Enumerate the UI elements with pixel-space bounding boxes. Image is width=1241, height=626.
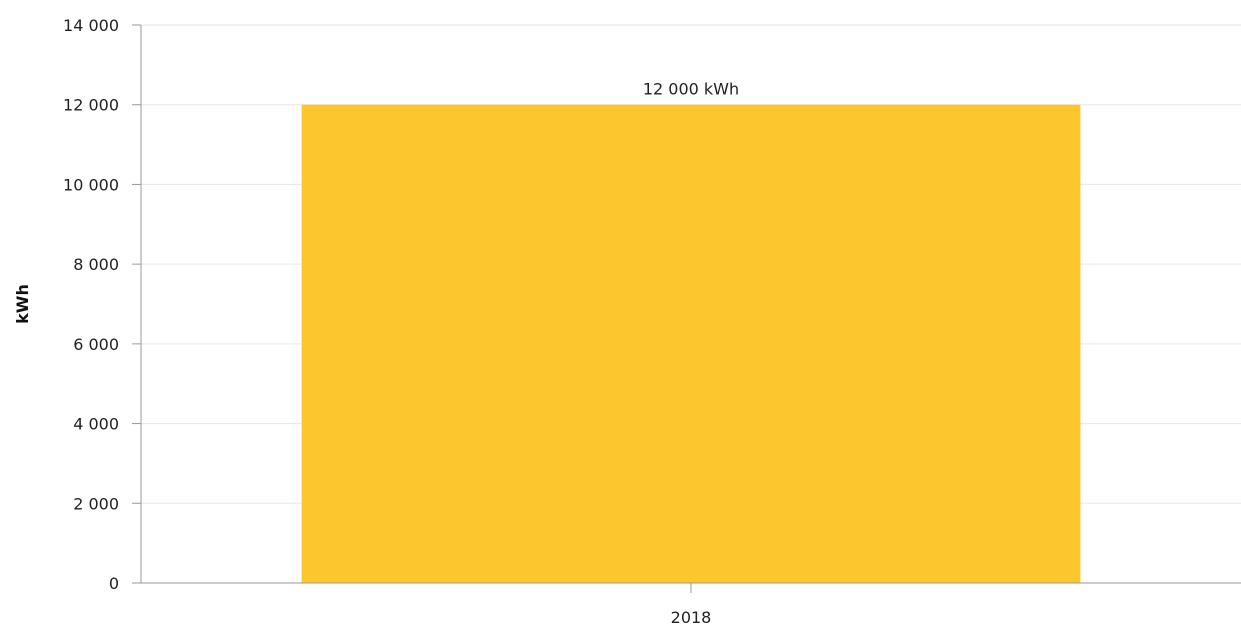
data-labels: 12 000 kWh <box>643 80 739 99</box>
y-tick-label: 0 <box>109 574 119 593</box>
y-tick-label: 6 000 <box>73 335 119 354</box>
y-tick-label: 14 000 <box>63 16 119 35</box>
x-axis-ticks: 2018 <box>671 583 712 626</box>
bar <box>301 104 1081 583</box>
x-tick-label: 2018 <box>671 608 712 626</box>
y-tick-label: 2 000 <box>73 494 119 513</box>
y-axis-title: kWh <box>13 284 32 324</box>
y-tick-label: 12 000 <box>63 96 119 115</box>
bar-data-label: 12 000 kWh <box>643 80 739 99</box>
y-tick-label: 10 000 <box>63 175 119 194</box>
y-tick-label: 8 000 <box>73 255 119 274</box>
y-tick-label: 4 000 <box>73 415 119 434</box>
bars <box>301 104 1081 583</box>
y-axis-ticks: 0 2 000 4 000 6 000 8 000 10 000 12 000 14 000 <box>63 16 141 593</box>
